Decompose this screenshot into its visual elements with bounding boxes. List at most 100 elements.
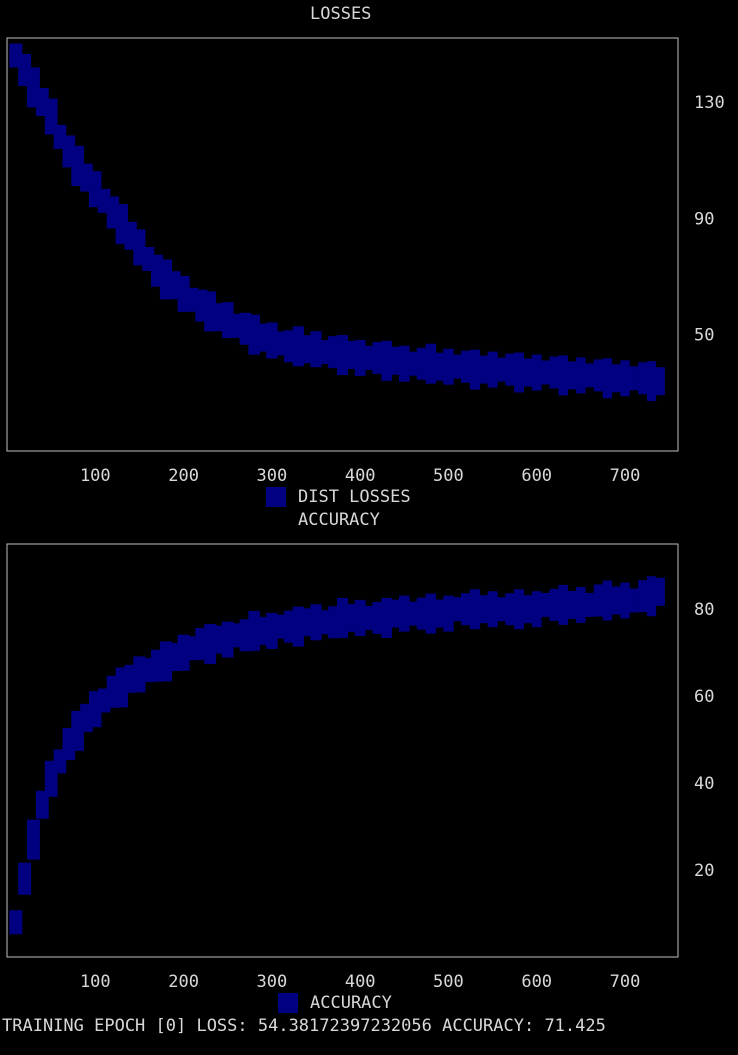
accuracy-data-point [292, 606, 304, 647]
losses-data-point [221, 302, 234, 339]
accuracy-data-point [549, 588, 560, 621]
accuracy-data-point [9, 910, 23, 935]
losses-data-point [576, 357, 586, 394]
accuracy-data-point [248, 610, 260, 651]
losses-data-point [531, 354, 542, 391]
accuracy-y-tick-label: 60 [694, 687, 714, 707]
losses-data-point [213, 303, 225, 332]
accuracy-data-point [443, 595, 454, 632]
losses-x-tick-label: 300 [257, 466, 288, 486]
accuracy-data-point [487, 591, 498, 628]
losses-y-tick-label: 130 [694, 93, 725, 113]
accuracy-data-point [399, 595, 410, 632]
losses-data-point [416, 347, 428, 380]
losses-data-point [558, 355, 568, 396]
accuracy-data-point [452, 597, 463, 622]
training-status-line: TRAINING EPOCH [0] LOSS: 54.381723972320… [2, 1016, 606, 1036]
losses-data-point [399, 345, 410, 382]
losses-data-point [638, 362, 648, 395]
accuracy-data-point [638, 580, 648, 613]
losses-data-point [593, 359, 604, 392]
losses-data-point [372, 341, 384, 374]
losses-data-point [363, 345, 375, 370]
accuracy-data-point [585, 592, 595, 617]
losses-x-tick-label: 600 [521, 466, 552, 486]
accuracy-x-tick-label: 300 [257, 972, 288, 992]
accuracy-data-point [283, 610, 296, 643]
losses-data-point [257, 323, 269, 352]
accuracy-x-tick-label: 400 [345, 972, 376, 992]
accuracy-data-point [345, 603, 357, 632]
losses-data-point [452, 354, 463, 379]
accuracy-y-tick-label: 40 [694, 774, 714, 794]
losses-data-point [487, 351, 498, 388]
accuracy-data-point [629, 588, 639, 613]
losses-data-point [602, 358, 613, 399]
losses-data-point [434, 352, 445, 381]
losses-data-point [629, 366, 639, 391]
accuracy-data-point [593, 584, 604, 617]
losses-data-point [514, 352, 524, 393]
losses-y-tick-label: 50 [694, 326, 714, 346]
accuracy-legend-label: ACCURACY [310, 993, 392, 1013]
accuracy-data-point [363, 605, 375, 630]
accuracy-data-point [531, 591, 542, 628]
losses-data-point [585, 363, 595, 388]
accuracy-data-point [611, 586, 621, 615]
losses-data-point [248, 314, 260, 355]
losses-data-point [337, 335, 348, 375]
accuracy-data-point [319, 610, 331, 635]
accuracy-chart-title: ACCURACY [298, 510, 380, 530]
accuracy-data-point [540, 592, 551, 617]
accuracy-y-tick-label: 80 [694, 600, 714, 620]
accuracy-data-point [310, 604, 322, 641]
losses-data-point [655, 367, 665, 396]
accuracy-legend-swatch [278, 993, 298, 1013]
losses-data-point [301, 335, 313, 364]
losses-data-point [461, 350, 472, 383]
accuracy-data-point [655, 577, 665, 606]
losses-data-point [381, 340, 392, 381]
accuracy-data-point [230, 623, 243, 648]
accuracy-x-tick-label: 200 [168, 972, 199, 992]
losses-data-point [611, 364, 621, 393]
losses-data-point [469, 349, 480, 390]
losses-data-point [549, 356, 560, 389]
accuracy-data-point [496, 597, 507, 622]
accuracy-data-point [372, 601, 384, 634]
losses-data-point [647, 361, 657, 402]
accuracy-y-tick-label: 20 [694, 861, 714, 881]
losses-data-point [567, 361, 577, 390]
accuracy-data-point [239, 619, 252, 652]
accuracy-data-point [204, 624, 216, 664]
accuracy-data-point [328, 606, 340, 639]
accuracy-data-point [186, 636, 199, 661]
losses-x-tick-label: 500 [433, 466, 464, 486]
losses-data-point [319, 340, 331, 365]
losses-data-point [230, 313, 243, 338]
accuracy-data-point [18, 862, 32, 895]
losses-data-point [478, 355, 489, 384]
losses-data-point [496, 357, 507, 382]
accuracy-data-point [647, 576, 657, 617]
losses-data-point [266, 322, 278, 359]
losses-data-point [239, 312, 252, 345]
losses-plot-frame [6, 37, 679, 452]
accuracy-data-point [478, 595, 489, 624]
accuracy-data-point [301, 608, 313, 637]
accuracy-x-tick-label: 600 [521, 972, 552, 992]
accuracy-data-point [425, 593, 437, 634]
accuracy-data-point [602, 580, 613, 621]
losses-data-point [390, 346, 401, 375]
accuracy-x-tick-label: 500 [433, 972, 464, 992]
accuracy-data-point [469, 589, 480, 630]
losses-data-point [505, 353, 516, 386]
accuracy-plot-frame [6, 543, 679, 958]
accuracy-x-tick-label: 100 [80, 972, 111, 992]
losses-data-point [443, 348, 454, 385]
losses-chart-title: LOSSES [310, 4, 372, 24]
accuracy-data-point [567, 590, 577, 619]
losses-x-tick-label: 700 [610, 466, 641, 486]
losses-data-point [186, 287, 199, 312]
